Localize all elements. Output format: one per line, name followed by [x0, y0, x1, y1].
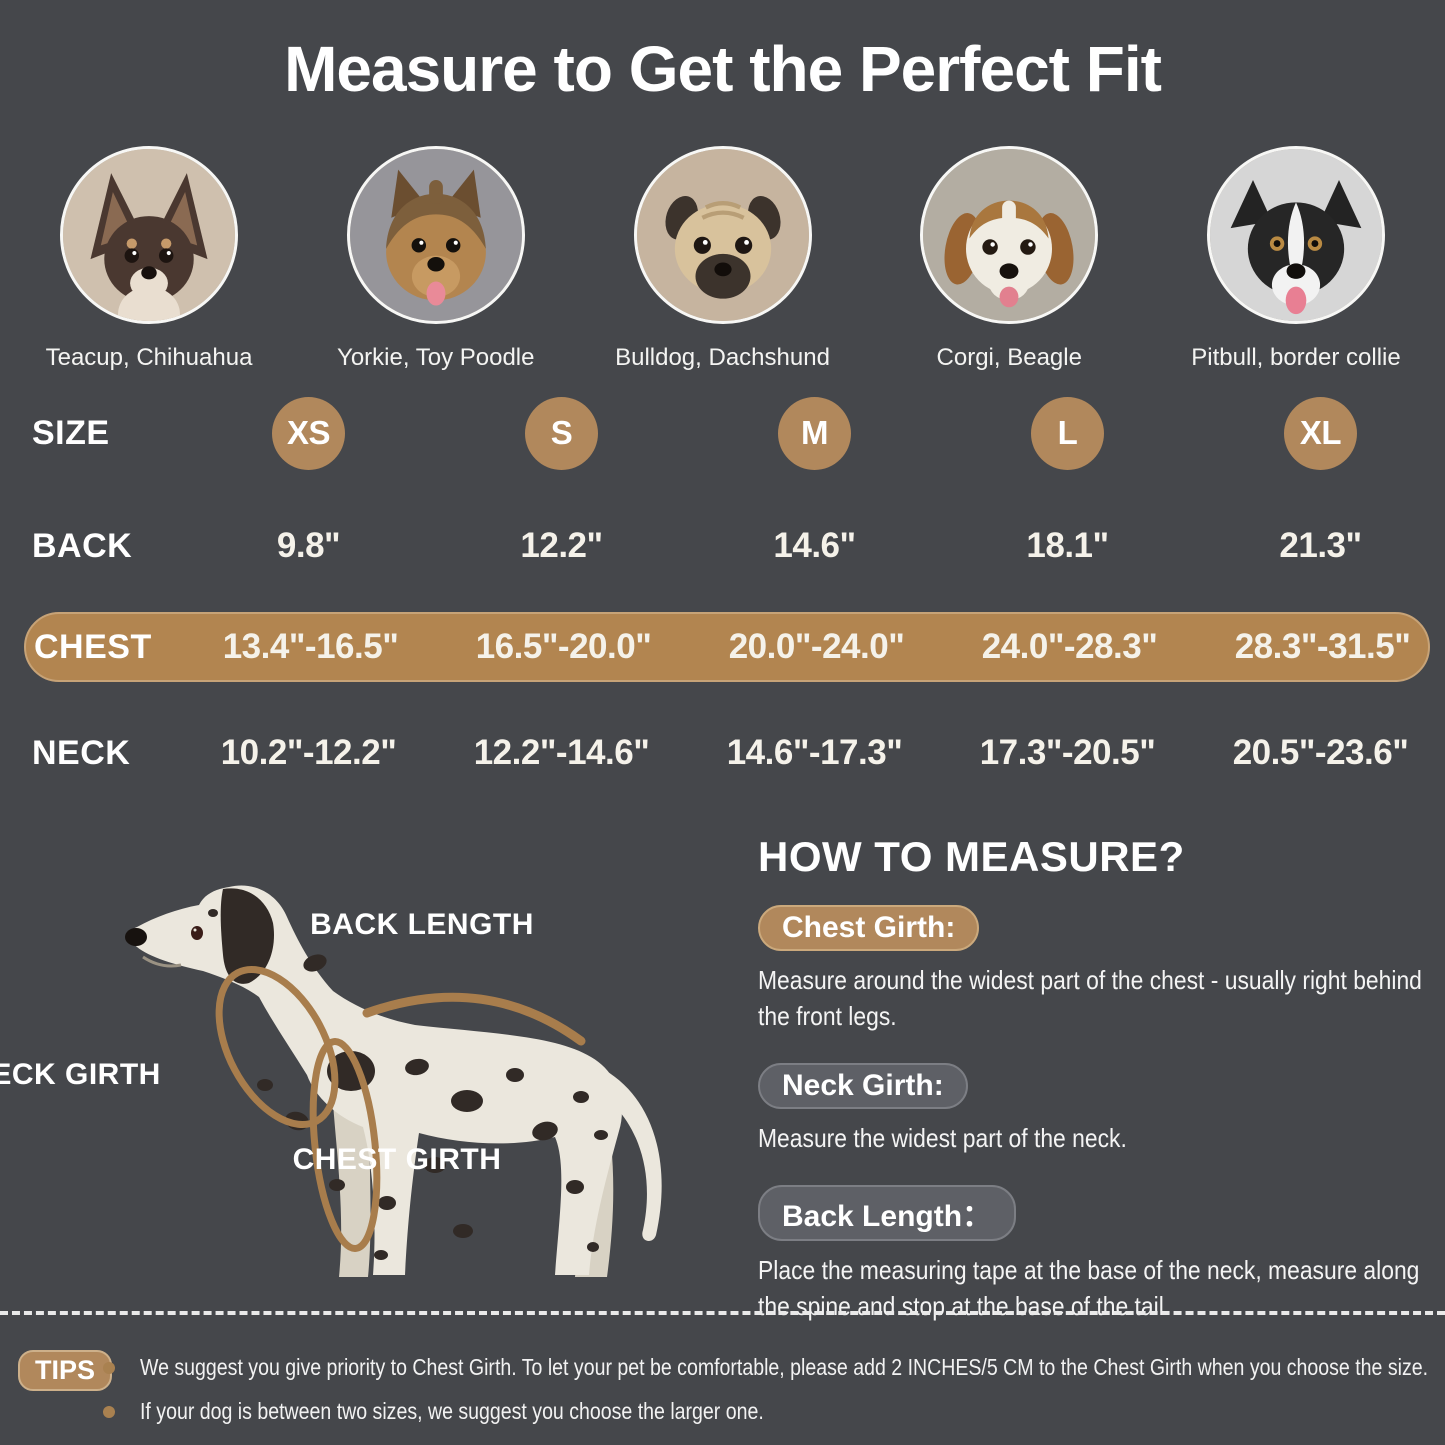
neck-value: 20.5"-23.6"	[1232, 733, 1409, 772]
breed-item: Pitbull, border collie	[1191, 146, 1401, 372]
breed-item: Teacup, Chihuahua	[46, 146, 252, 372]
pug-illustration	[636, 149, 809, 321]
chest-girth-term: Chest Girth:	[758, 905, 980, 951]
dog-photo-pug	[633, 146, 812, 324]
chest-value: 16.5"-20.0"	[475, 627, 652, 666]
tips-badge: TIPS	[18, 1350, 113, 1391]
breed-label: Corgi, Beagle	[936, 344, 1082, 371]
table-row-back: BACK 9.8" 12.2" 14.6" 18.1" 21.3"	[0, 521, 1445, 571]
size-badge-m: M	[778, 396, 851, 470]
back-length-label: BACK LENGTH	[310, 908, 534, 941]
neck-value: 12.2"-14.6"	[473, 733, 650, 772]
neck-value: 10.2"-12.2"	[220, 733, 397, 772]
breed-item: Bulldog, Dachshund	[615, 146, 830, 372]
breed-item: Yorkie, Toy Poodle	[337, 146, 535, 372]
neck-girth-label: NECK GIRTH	[0, 1058, 161, 1091]
bullet-dot-icon	[103, 1362, 115, 1374]
bullet-dot-icon	[103, 1406, 115, 1418]
back-value: 9.8"	[276, 526, 341, 565]
breed-row: Teacup, Chihuahua	[0, 146, 1445, 372]
chest-girth-label: CHEST GIRTH	[292, 1143, 502, 1176]
chest-value: 24.0"-28.3"	[981, 627, 1158, 666]
back-value: 12.2"	[520, 526, 603, 565]
tip-item: If your dog is between two sizes, we sug…	[103, 1398, 874, 1425]
page-title: Measure to Get the Perfect Fit	[284, 33, 1162, 105]
back-value: 14.6"	[773, 526, 856, 565]
chest-value: 28.3"-31.5"	[1234, 627, 1411, 666]
dog-photo-border-collie	[1207, 146, 1385, 324]
dalmatian-illustration	[125, 885, 662, 1277]
row-label-chest: CHEST	[34, 627, 152, 666]
row-label-size: SIZE	[32, 413, 110, 452]
back-length-description: Place the measuring tape at the base of …	[758, 1254, 1420, 1321]
back-length-term: Back Length：	[758, 1184, 1017, 1241]
tips-section: TIPS We suggest you give priority to Che…	[0, 1340, 1445, 1440]
table-row-chest-highlighted: CHEST 13.4"-16.5" 16.5"-20.0" 20.0"-24.0…	[24, 612, 1430, 682]
beagle-illustration	[923, 149, 1096, 321]
measuring-diagram: BACK LENGTH NECK GIRTH CHEST GIRTH	[0, 835, 725, 1305]
chest-value: 13.4"-16.5"	[222, 627, 399, 666]
size-badge-l: L	[1031, 396, 1104, 470]
breed-label: Yorkie, Toy Poodle	[337, 344, 535, 371]
how-to-measure-section: HOW TO MEASURE? Chest Girth: Measure aro…	[758, 833, 1438, 1324]
breed-item: Corgi, Beagle	[920, 146, 1099, 372]
neck-value: 14.6"-17.3"	[726, 733, 903, 772]
size-badge-xs: XS	[272, 396, 345, 470]
yorkie-illustration	[349, 149, 522, 321]
chest-girth-description: Measure around the widest part of the ch…	[758, 965, 1422, 1031]
neck-girth-term: Neck Girth:	[758, 1062, 968, 1109]
size-badge-s: S	[525, 396, 598, 470]
breed-label: Teacup, Chihuahua	[45, 344, 253, 371]
row-label-neck: NECK	[32, 733, 131, 772]
measure-item-back: Back Length： Place the measuring tape at…	[758, 1184, 1438, 1325]
tip-item: We suggest you give priority to Chest Gi…	[103, 1354, 1445, 1381]
dashed-divider	[0, 1311, 1445, 1315]
back-value: 21.3"	[1279, 526, 1362, 565]
dog-photo-beagle	[920, 146, 1099, 324]
chihuahua-illustration	[63, 149, 235, 321]
chest-value: 20.0"-24.0"	[728, 627, 905, 666]
border-collie-illustration	[1210, 149, 1382, 321]
table-row-neck: NECK 10.2"-12.2" 12.2"-14.6" 14.6"-17.3"…	[0, 728, 1445, 778]
breed-label: Bulldog, Dachshund	[615, 344, 830, 371]
neck-girth-description: Measure the widest part of the neck.	[758, 1122, 1127, 1153]
tip-text: We suggest you give priority to Chest Gi…	[140, 1354, 1429, 1380]
breed-label: Pitbull, border collie	[1191, 344, 1401, 371]
how-to-measure-heading: HOW TO MEASURE?	[758, 833, 1185, 880]
dog-photo-yorkie	[346, 146, 525, 324]
tip-text: If your dog is between two sizes, we sug…	[140, 1398, 764, 1424]
measure-item-chest: Chest Girth: Measure around the widest p…	[758, 905, 1438, 1035]
table-row-size: SIZE XS S M L XL	[0, 396, 1445, 470]
neck-value: 17.3"-20.5"	[979, 733, 1156, 772]
row-label-back: BACK	[32, 526, 133, 565]
measure-item-neck: Neck Girth: Measure the widest part of t…	[758, 1062, 1438, 1157]
back-value: 18.1"	[1026, 526, 1109, 565]
dog-photo-chihuahua	[60, 146, 238, 324]
size-badge-xl: XL	[1284, 396, 1357, 470]
